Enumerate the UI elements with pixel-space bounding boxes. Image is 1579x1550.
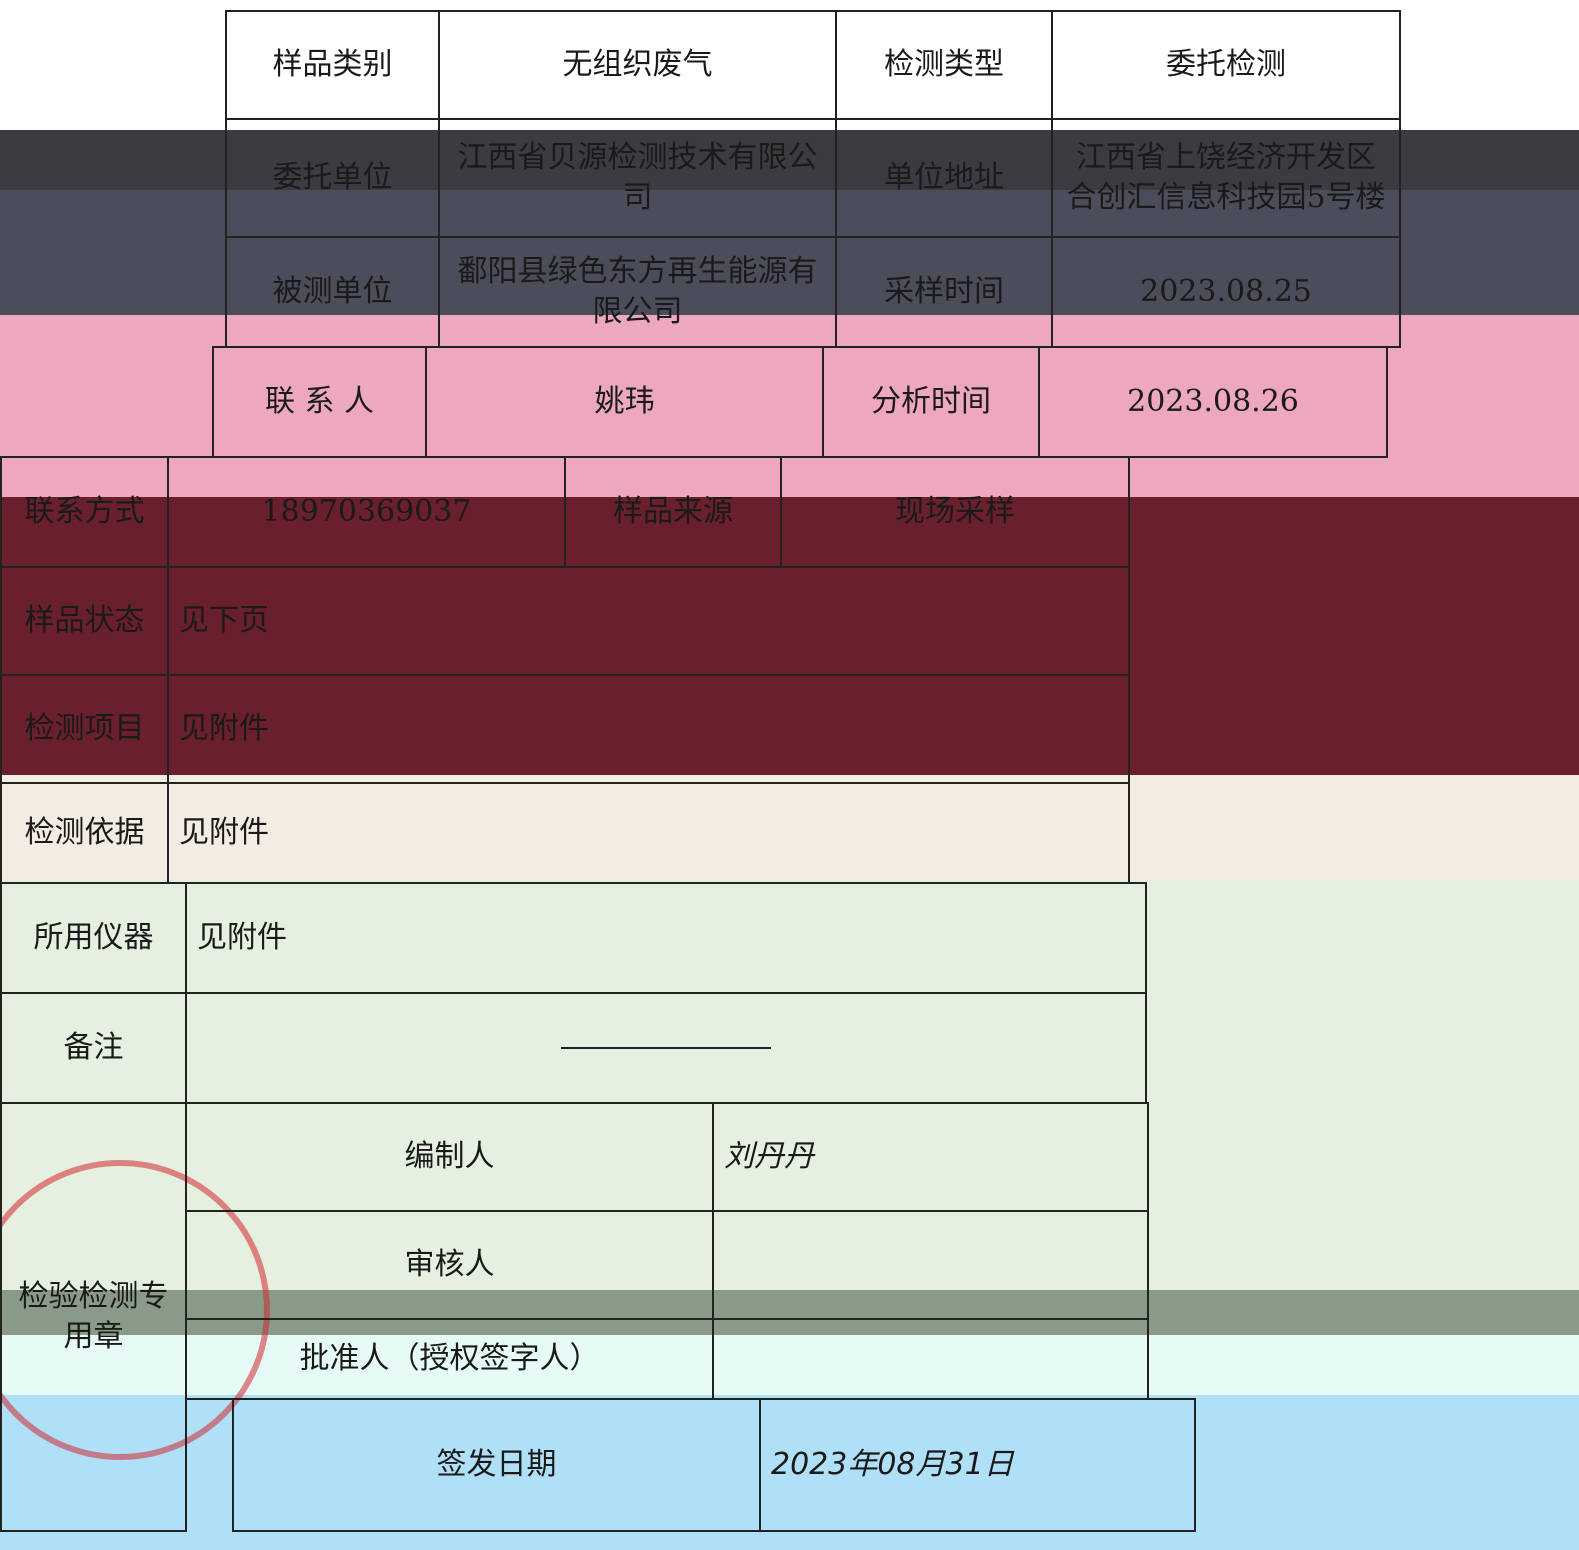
value-cell: 刘丹丹 [712,1102,1149,1212]
value-cell: 2023.08.26 [1038,346,1388,458]
band [0,315,1579,497]
value-cell [185,992,1147,1104]
value-cell: 见附件 [185,882,1147,994]
value-cell: 2023年08月31日 [759,1398,1196,1532]
label-cell: 采样时间 [835,236,1053,348]
label-cell: 联 系 人 [212,346,427,458]
band [0,497,1579,775]
band [0,190,1579,315]
label-cell: 检测类型 [835,10,1053,120]
value-cell: 见附件 [167,674,1130,784]
label-cell: 检测项目 [0,674,169,784]
value-cell: 现场采样 [780,456,1130,568]
value-cell: 姚玮 [425,346,824,458]
label-cell: 委托单位 [225,118,440,238]
band [0,0,1579,130]
label-cell: 样品类别 [225,10,440,120]
label-cell: 检测依据 [0,782,169,884]
stamp-cell: 检验检测专用章 [0,1102,187,1532]
value-cell: 2023.08.25 [1051,236,1401,348]
value-cell: 18970369037 [167,456,566,568]
label-cell: 审核人 [185,1210,714,1320]
label-cell: 单位地址 [835,118,1053,238]
band [0,130,1579,190]
label-cell: 分析时间 [822,346,1040,458]
value-cell: 无组织废气 [438,10,837,120]
label-cell: 签发日期 [232,1398,761,1532]
label-cell: 样品状态 [0,566,169,676]
value-cell [712,1318,1149,1400]
value-cell: 江西省上饶经济开发区合创汇信息科技园5号楼 [1051,118,1401,238]
label-cell: 联系方式 [0,456,169,568]
seal [0,1160,270,1460]
value-cell: 委托检测 [1051,10,1401,120]
band [0,775,1579,880]
value-cell: 见下页 [167,566,1130,676]
band [0,1395,1579,1550]
label-cell: 备注 [0,992,187,1104]
label-cell: 样品来源 [564,456,782,568]
value-cell: 江西省贝源检测技术有限公司 [438,118,837,238]
band [0,880,1579,1290]
value-cell: 鄱阳县绿色东方再生能源有限公司 [438,236,837,348]
label-cell: 编制人 [185,1102,714,1212]
label-cell: 所用仪器 [0,882,187,994]
label-cell: 被测单位 [225,236,440,348]
value-cell: 见附件 [167,782,1130,884]
dash-line [561,1047,771,1049]
value-cell [712,1210,1149,1320]
label-cell: 批准人（授权签字人） [185,1318,714,1400]
